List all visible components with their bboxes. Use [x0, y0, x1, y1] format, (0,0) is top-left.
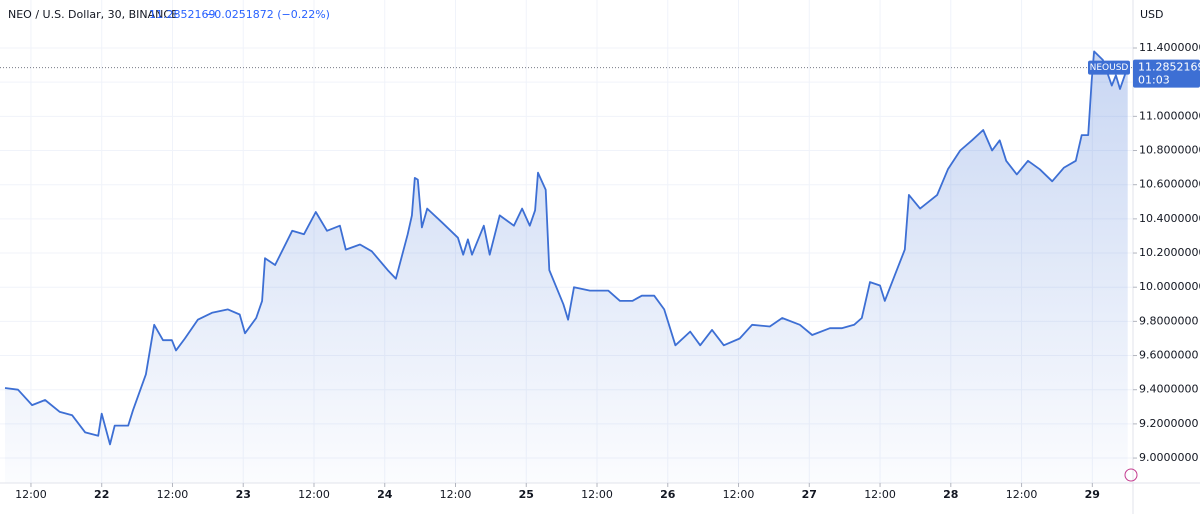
symbol-title: NEO / U.S. Dollar, 30, BINANCE: [8, 8, 178, 21]
last-price-label: 11.2852169: [1138, 61, 1200, 74]
x-tick-label: 12:00: [15, 488, 47, 501]
y-tick-label: 10.8000000: [1139, 144, 1200, 157]
price-line: [4, 50, 1129, 446]
x-tick-label: 28: [943, 488, 958, 501]
x-tick-label: 24: [377, 488, 393, 501]
symbol-badge-text: NEOUSD: [1090, 63, 1129, 73]
x-tick-label: 12:00: [440, 488, 472, 501]
x-tick-label: 26: [660, 488, 676, 501]
y-tick-label: 10.2000000: [1139, 246, 1200, 259]
x-tick-label: 27: [802, 488, 817, 501]
x-tick-label: 12:00: [864, 488, 896, 501]
area-fill: [5, 51, 1128, 484]
y-axis-label: USD: [1140, 8, 1164, 21]
x-tick-label: 23: [236, 488, 251, 501]
y-tick-label: 9.6000000: [1139, 349, 1199, 362]
header-price: 11.2852169: [149, 8, 215, 21]
y-tick-label: 11.0000000: [1139, 109, 1200, 122]
countdown: 01:03: [1138, 74, 1170, 87]
icon[interactable]: [1124, 468, 1138, 482]
y-tick-label: 9.4000000: [1139, 383, 1199, 396]
header-change: −0.0251872 (−0.22%): [205, 8, 330, 21]
x-tick-label: 12:00: [581, 488, 613, 501]
x-tick-label: 12:00: [298, 488, 330, 501]
y-tick-label: 11.4000000: [1139, 41, 1200, 54]
last-price-badge: [1133, 59, 1200, 88]
x-tick-label: 12:00: [723, 488, 755, 501]
y-tick-label: 9.2000000: [1139, 417, 1199, 430]
x-tick-label: 25: [519, 488, 534, 501]
x-tick-label: 12:00: [1006, 488, 1038, 501]
y-tick-label: 10.6000000: [1139, 178, 1200, 191]
x-tick-label: 12:00: [157, 488, 189, 501]
y-tick-label: 10.4000000: [1139, 212, 1200, 225]
y-tick-label: 9.8000000: [1139, 314, 1199, 327]
y-tick-label: 10.0000000: [1139, 280, 1200, 293]
y-tick-label: 9.0000000: [1139, 451, 1199, 464]
x-tick-label: 22: [94, 488, 109, 501]
x-tick-label: 29: [1085, 488, 1100, 501]
symbol-badge: [1088, 60, 1130, 75]
